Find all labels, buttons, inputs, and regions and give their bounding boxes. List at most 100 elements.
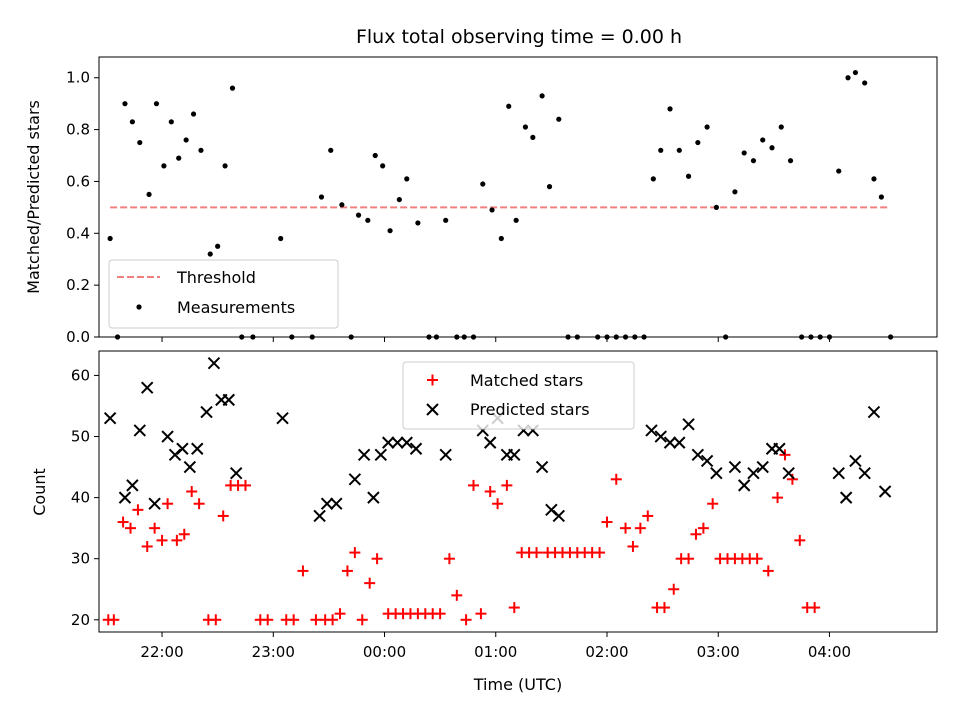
- bottom-x-tick-label: 04:00: [808, 643, 851, 661]
- predicted-star-point: [839, 491, 853, 504]
- measurement-point: [522, 124, 529, 130]
- top-y-tick-label: 0.6: [66, 172, 90, 190]
- predicted-star-point: [207, 357, 221, 370]
- bottom-x-tick-label: 22:00: [140, 643, 183, 661]
- matched-star-point: [501, 479, 513, 491]
- predicted-star-point: [858, 466, 871, 480]
- bottom-y-axis-label: Count: [30, 468, 49, 516]
- measurement-point: [229, 85, 236, 91]
- top-y-tick-label: 1.0: [66, 69, 90, 87]
- predicted-star-point: [118, 491, 132, 504]
- measurement-point: [372, 152, 378, 159]
- predicted-star-point: [673, 436, 686, 449]
- matched-star-point: [460, 614, 472, 626]
- matched-star-point: [341, 565, 353, 577]
- predicted-legend-label: Predicted stars: [470, 400, 590, 419]
- measurement-point: [871, 176, 877, 182]
- predicted-star-point: [535, 460, 549, 474]
- measurement-point: [732, 189, 738, 195]
- predicted-star-point: [357, 448, 371, 462]
- predicted-star-point: [645, 424, 658, 437]
- matched-star-point: [475, 608, 487, 620]
- bottom-x-tick-label: 00:00: [363, 643, 406, 661]
- bottom-y-tick-label: 20: [71, 611, 90, 629]
- matched-star-point: [690, 528, 702, 540]
- bottom-y-tick-label: 50: [71, 428, 90, 446]
- predicted-star-point: [320, 497, 334, 510]
- predicted-star-point: [849, 454, 862, 468]
- predicted-star-point: [552, 509, 565, 523]
- top-legend: Threshold Measurements: [108, 259, 339, 329]
- measurement-point: [506, 103, 512, 109]
- predicted-star-point: [832, 466, 845, 480]
- measurement-point: [183, 137, 189, 143]
- measurement-point: [750, 158, 757, 164]
- measurement-point: [129, 119, 135, 125]
- matched-star-point: [178, 528, 190, 540]
- measurement-point: [704, 124, 710, 130]
- measurement-point: [146, 191, 152, 198]
- predicted-star-point: [682, 418, 695, 431]
- bottom-axes-frame: [98, 350, 938, 633]
- top-y-axis-label: Matched/Predicted stars: [24, 100, 43, 294]
- matched-legend-label: Matched stars: [470, 371, 583, 390]
- matched-star-point: [683, 553, 695, 565]
- bottom-y-ticks: 20 30 40 50 60: [71, 366, 99, 629]
- matched-star-point: [762, 565, 774, 577]
- measurement-point: [318, 194, 325, 200]
- measurement-point: [222, 163, 228, 169]
- matched-star-point: [186, 486, 198, 497]
- matched-star-point: [642, 510, 654, 522]
- bottom-y-tick-label: 40: [71, 489, 90, 507]
- top-y-tick-label: 0.8: [66, 121, 90, 139]
- bottom-legend: Matched stars Predicted stars: [402, 361, 635, 430]
- measurement-point: [161, 163, 167, 169]
- measurement-point: [778, 124, 784, 130]
- predicted-star-point: [737, 479, 751, 492]
- matched-star-point: [193, 498, 205, 510]
- predicted-star-point: [348, 473, 362, 486]
- matched-star-point: [794, 534, 806, 546]
- matched-star-point: [531, 547, 543, 559]
- predicted-star-point: [382, 436, 395, 449]
- matched-star-point: [217, 510, 229, 522]
- predicted-star-point: [276, 411, 289, 425]
- matched-star-point: [751, 553, 763, 565]
- matched-star-point: [149, 522, 161, 534]
- measurement-point: [396, 196, 402, 203]
- matched-star-point: [162, 498, 174, 510]
- measurement-point: [769, 145, 775, 151]
- matched-star-point: [620, 522, 632, 534]
- predicted-star-point: [140, 381, 154, 394]
- predicted-star-point: [176, 442, 189, 455]
- predicted-star-point: [483, 436, 497, 449]
- predicted-star-point: [367, 491, 380, 504]
- predicted-star-point: [867, 405, 881, 419]
- matched-star-point: [297, 565, 309, 577]
- matched-star-point: [594, 547, 606, 559]
- bottom-x-tick-label: 03:00: [697, 643, 740, 661]
- predicted-star-point: [728, 460, 742, 474]
- matched-star-point: [364, 577, 376, 589]
- matched-star-point: [668, 583, 680, 595]
- predicted-star-point: [710, 466, 723, 480]
- predicted-star-point: [700, 454, 714, 468]
- bottom-x-tick-label: 23:00: [252, 643, 295, 661]
- predicted-star-point: [782, 466, 795, 480]
- predicted-star-point: [229, 466, 243, 480]
- measurement-point: [498, 235, 504, 242]
- bottom-legend-box: [402, 361, 635, 430]
- matched-star-point: [484, 486, 496, 497]
- measurement-point: [215, 243, 221, 249]
- measurement-point: [380, 163, 386, 169]
- matched-star-point: [443, 553, 455, 565]
- top-y-tick-label: 0.2: [66, 276, 90, 294]
- measurement-point: [387, 228, 393, 234]
- top-y-tick-label: 0.0: [66, 328, 90, 346]
- matched-star-point: [779, 449, 791, 461]
- bottom-panel: Count Time (UTC) 20 30 40 50 60 22:00 23:00 00…: [30, 350, 938, 694]
- predicted-star-point: [374, 448, 388, 462]
- predicted-star-point: [663, 436, 677, 449]
